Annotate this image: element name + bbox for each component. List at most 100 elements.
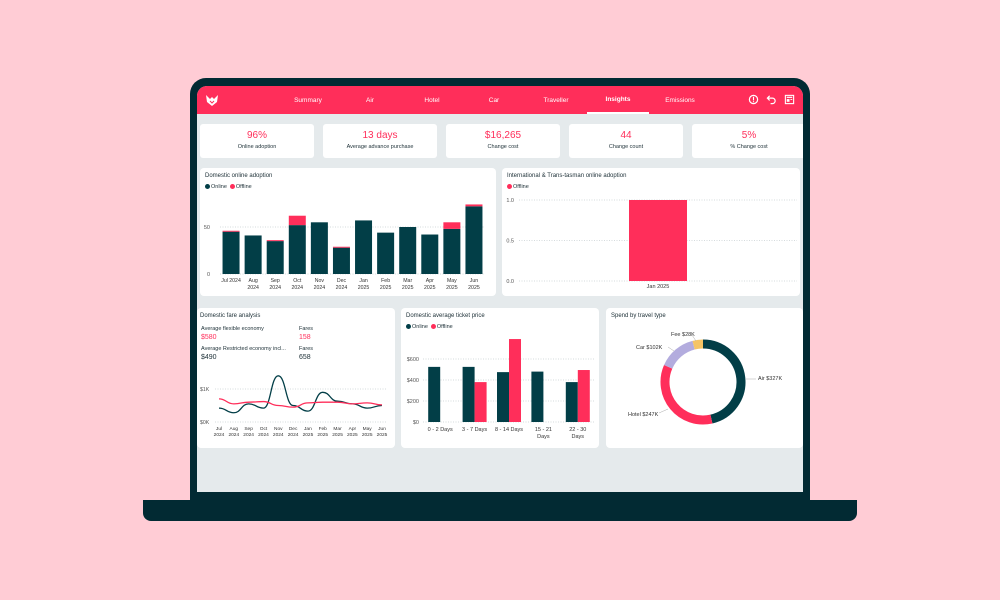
svg-text:Dec: Dec	[289, 426, 298, 432]
svg-text:2025: 2025	[317, 432, 328, 438]
card-title: Domestic average ticket price	[406, 313, 485, 319]
restricted-economy-stat: Average Restricted economy incl... $490	[201, 346, 286, 361]
card-title: Domestic fare analysis	[200, 313, 261, 319]
kpi-card: 13 days Average advance purchase	[323, 124, 437, 158]
svg-text:2024: 2024	[214, 432, 225, 438]
flexible-fares-stat: Fares 158	[299, 326, 314, 341]
svg-text:$400: $400	[407, 378, 419, 384]
svg-text:2024: 2024	[273, 432, 284, 438]
svg-text:Jun: Jun	[378, 426, 386, 432]
fare-line-chart[interactable]: $0K$1KJul2024Aug2024Sep2024Oct2024Nov202…	[197, 308, 395, 448]
svg-text:2024: 2024	[336, 285, 348, 291]
svg-text:0: 0	[207, 272, 210, 278]
international-adoption-bar-chart[interactable]: 0.0 0.5 1.0 Jan 2025	[502, 168, 800, 296]
kpi-card: 96% Online adoption	[200, 124, 314, 158]
svg-text:Feb: Feb	[319, 426, 328, 432]
kpi-value: 44	[620, 130, 632, 141]
svg-text:May: May	[363, 426, 373, 432]
kpi-value: 5%	[741, 130, 757, 141]
svg-text:22 - 30: 22 - 30	[569, 427, 586, 433]
svg-text:Dec: Dec	[337, 278, 347, 284]
svg-text:2025: 2025	[446, 285, 458, 291]
tab-emissions[interactable]: Emissions	[665, 96, 695, 104]
nav-tabs: Summary Air Hotel Car Traveller Insights Emiss…	[277, 86, 711, 114]
legend-online[interactable]: Online	[406, 324, 428, 330]
svg-text:May: May	[447, 278, 457, 284]
svg-text:2025: 2025	[402, 285, 414, 291]
ticket-price-bar-chart[interactable]: $0 $200 $400 $600 0 - 2 Days 3 - 7 Days 8 - 14…	[401, 308, 599, 448]
svg-text:Jun: Jun	[470, 278, 478, 284]
legend-offline[interactable]: Offline	[507, 184, 529, 190]
svg-text:2024: 2024	[247, 285, 259, 291]
svg-text:Days: Days	[572, 434, 585, 440]
restricted-fares-stat: Fares 658	[299, 346, 314, 361]
svg-text:Sep: Sep	[271, 278, 280, 284]
domestic-online-adoption-card: Domestic online adoption Online Offline …	[200, 168, 496, 296]
tab-air[interactable]: Air	[366, 96, 374, 104]
svg-text:0.5: 0.5	[506, 239, 514, 245]
report-icon[interactable]	[784, 94, 795, 105]
svg-text:2025: 2025	[303, 432, 314, 438]
card-title: International & Trans-tasman online adop…	[507, 173, 627, 179]
svg-text:Nov: Nov	[274, 426, 283, 432]
kpi-value: 96%	[246, 130, 267, 141]
svg-text:Mar: Mar	[333, 426, 342, 432]
dashboard-screen: Summary Air Hotel Car Traveller Insights Emiss…	[197, 86, 803, 492]
tab-hotel[interactable]: Hotel	[424, 96, 440, 104]
flexible-economy-stat: Average flexible economy $580	[201, 326, 264, 341]
svg-text:Days: Days	[537, 434, 550, 440]
svg-text:0 - 2 Days: 0 - 2 Days	[428, 427, 453, 433]
card-title: Spend by travel type	[611, 313, 666, 319]
tab-traveller[interactable]: Traveller	[543, 96, 569, 104]
card-title: Domestic online adoption	[205, 173, 273, 179]
svg-text:Jul 2024: Jul 2024	[221, 278, 241, 284]
kpi-value: $16,265	[484, 130, 522, 141]
chart-legend: Online Offline	[205, 184, 252, 190]
svg-text:2024: 2024	[288, 432, 299, 438]
spend-donut-chart[interactable]: Air $327K Hotel $247K Car $102K Fee $28K	[606, 308, 803, 448]
svg-text:$1K: $1K	[200, 387, 210, 393]
info-icon[interactable]	[748, 94, 759, 105]
ticket-price-card: Domestic average ticket price Online Off…	[401, 308, 599, 448]
svg-text:$0K: $0K	[200, 420, 210, 426]
legend-offline[interactable]: Offline	[430, 324, 453, 330]
svg-text:Oct: Oct	[293, 278, 302, 284]
kpi-value: 13 days	[362, 130, 398, 141]
kpi-card: $16,265 Change cost	[446, 124, 560, 158]
svg-text:2025: 2025	[424, 285, 436, 291]
kpi-card: 5% % Change cost	[692, 124, 803, 158]
kpi-label: Change count	[608, 144, 644, 150]
svg-text:Apr: Apr	[426, 278, 434, 284]
svg-text:2025: 2025	[347, 432, 358, 438]
chart-legend: Online Offline	[406, 324, 453, 330]
svg-text:2024: 2024	[258, 432, 269, 438]
svg-text:2025: 2025	[468, 285, 480, 291]
svg-text:Jul: Jul	[216, 426, 222, 432]
svg-text:Jan: Jan	[359, 278, 367, 284]
svg-text:Car $102K: Car $102K	[636, 345, 663, 351]
undo-icon[interactable]	[766, 94, 777, 105]
kpi-label: Online adoption	[237, 144, 277, 150]
kpi-label: Change cost	[487, 144, 519, 150]
svg-text:2024: 2024	[314, 285, 326, 291]
fare-analysis-card: Domestic fare analysis Average flexible …	[197, 308, 395, 448]
top-nav-bar: Summary Air Hotel Car Traveller Insights Emiss…	[197, 86, 803, 114]
legend-online[interactable]: Online	[205, 184, 227, 190]
laptop-base	[143, 500, 857, 521]
fox-logo-icon[interactable]	[205, 93, 219, 107]
svg-text:Fee $28K: Fee $28K	[671, 332, 695, 338]
tab-car[interactable]: Car	[488, 96, 500, 104]
svg-text:Jan 2025: Jan 2025	[647, 284, 670, 290]
svg-text:Nov: Nov	[315, 278, 325, 284]
svg-text:2025: 2025	[358, 285, 370, 291]
tab-summary[interactable]: Summary	[294, 96, 322, 104]
svg-text:$600: $600	[407, 357, 419, 363]
tab-insights[interactable]: Insights	[587, 86, 649, 114]
kpi-card: 44 Change count	[569, 124, 683, 158]
legend-offline[interactable]: Offline	[229, 184, 252, 190]
svg-text:$0: $0	[413, 420, 419, 426]
spend-by-type-card: Spend by travel type Air $327K Hotel $247…	[606, 308, 803, 448]
svg-text:15 - 21: 15 - 21	[535, 427, 552, 433]
svg-text:Feb: Feb	[381, 278, 390, 284]
